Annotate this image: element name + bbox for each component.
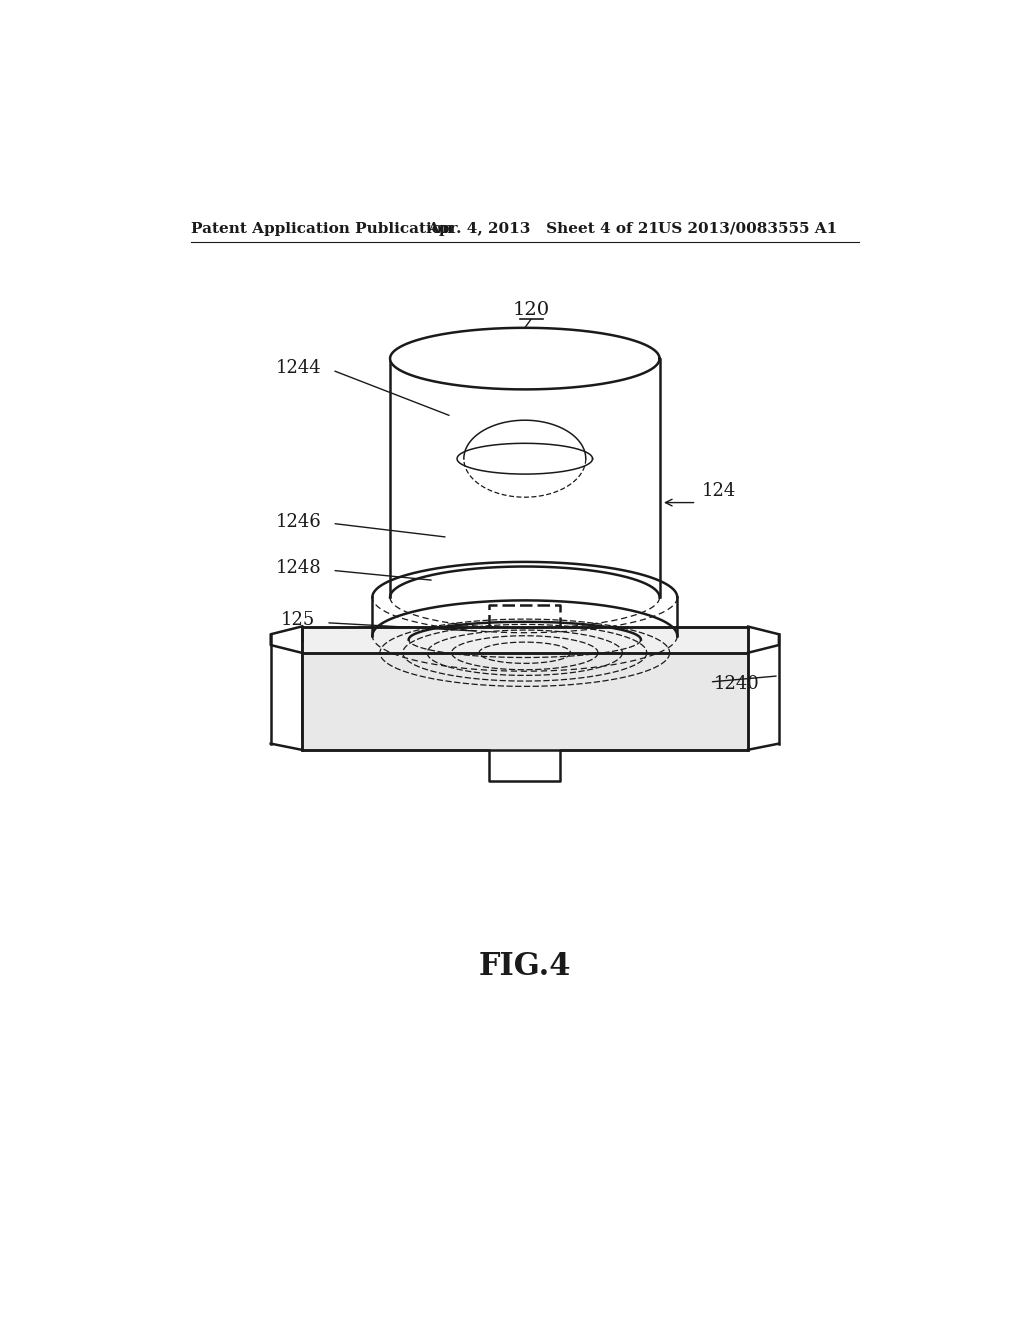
Polygon shape [390,327,659,389]
Text: 1240: 1240 [714,675,760,693]
Text: Patent Application Publication: Patent Application Publication [190,222,453,235]
Text: FIG.4: FIG.4 [478,952,571,982]
Polygon shape [457,444,593,474]
Text: 1244: 1244 [275,359,322,376]
Text: US 2013/0083555 A1: US 2013/0083555 A1 [658,222,838,235]
Text: 124: 124 [701,482,736,500]
Text: 1248: 1248 [275,560,322,577]
Text: 1246: 1246 [275,513,322,531]
Text: 120: 120 [512,301,550,318]
Text: 125: 125 [282,611,315,630]
Text: Apr. 4, 2013   Sheet 4 of 21: Apr. 4, 2013 Sheet 4 of 21 [427,222,659,235]
Polygon shape [301,653,749,750]
Polygon shape [301,627,749,653]
